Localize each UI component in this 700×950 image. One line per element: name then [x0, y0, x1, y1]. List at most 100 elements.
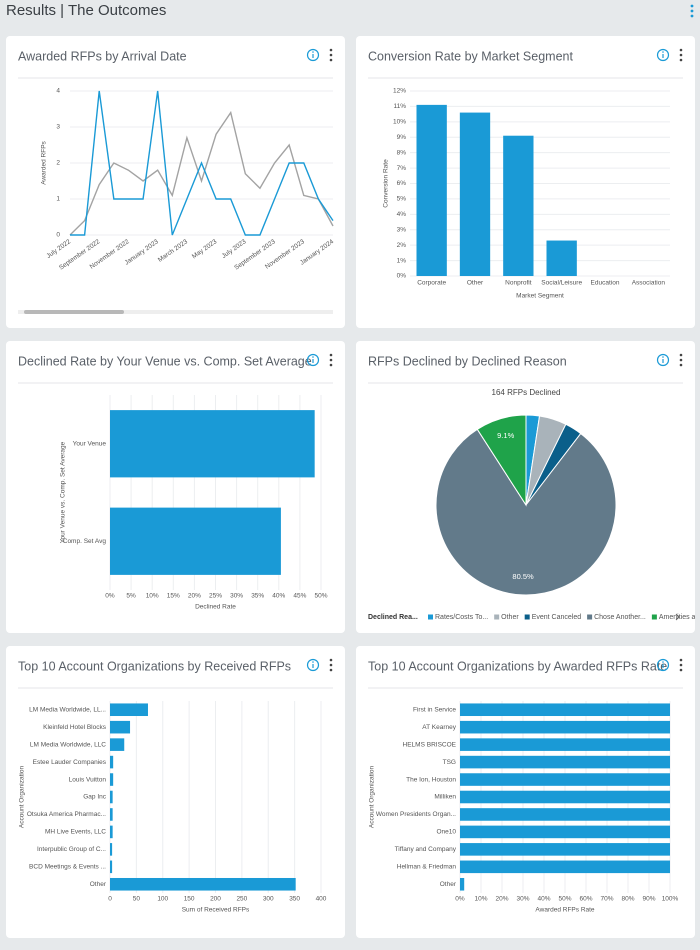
legend-label[interactable]: Chose Another... [594, 614, 646, 621]
info-icon[interactable] [656, 353, 670, 367]
bar [110, 410, 315, 478]
y-tick-label: First in Service [413, 706, 456, 713]
legend-label[interactable]: Amenities ar [659, 614, 695, 621]
legend-swatch[interactable] [587, 614, 593, 620]
info-icon[interactable] [656, 658, 670, 672]
y-tick-label: LM Media Worldwide, LLC [30, 741, 106, 748]
y-tick-label: 2 [56, 160, 60, 167]
x-tick-label: May 2023 [191, 238, 219, 260]
y-axis-label: Conversion Rate [383, 159, 390, 208]
bar [460, 755, 670, 769]
x-axis-label: Sum of Received RFPs [182, 907, 250, 914]
y-tick-label: 9% [397, 134, 407, 141]
y-tick-label: Otsuka America Pharmac... [27, 811, 106, 818]
bar [110, 825, 113, 839]
legend-swatch[interactable] [494, 614, 500, 620]
menu-icon[interactable] [679, 48, 683, 62]
y-tick-label: Kleinfeld Hotel Blocks [43, 724, 107, 731]
bar [416, 104, 447, 276]
bar [460, 825, 670, 839]
bar [110, 738, 125, 751]
menu-icon[interactable] [329, 353, 333, 367]
info-icon[interactable] [306, 48, 320, 62]
chart-title: Conversion Rate by Market Segment [368, 49, 573, 63]
y-tick-label: Interpublic Group of C... [37, 846, 106, 853]
menu-icon[interactable] [329, 658, 333, 672]
info-icon[interactable] [306, 658, 320, 672]
x-tick-label: 0% [105, 593, 115, 600]
x-tick-label: 70% [600, 896, 613, 903]
x-tick-label: Corporate [417, 280, 446, 287]
legend-label[interactable]: Rates/Costs To... [435, 614, 488, 621]
y-tick-label: Comp. Set Avg [63, 538, 107, 545]
y-tick-label: Louis Vuitton [69, 776, 107, 783]
x-tick-label: July 2023 [221, 238, 248, 260]
x-tick-label: 30% [230, 593, 243, 600]
legend-label[interactable]: Other [501, 614, 519, 621]
bar [460, 790, 670, 804]
bar [110, 773, 114, 786]
menu-icon[interactable] [329, 48, 333, 62]
x-tick-label: 40% [272, 593, 285, 600]
x-tick-label: 25% [209, 593, 222, 600]
y-tick-label: Estee Lauder Companies [33, 759, 107, 766]
y-tick-label: 3% [397, 226, 407, 233]
legend-swatch[interactable] [428, 614, 433, 620]
menu-icon[interactable] [679, 353, 683, 367]
legend-next[interactable] [675, 613, 680, 621]
x-tick-label: 10% [146, 593, 159, 600]
x-tick-label: March 2023 [157, 238, 189, 264]
scrollbar-track[interactable] [18, 310, 333, 314]
data-label: 80.5% [512, 572, 534, 581]
x-tick-label: 50% [558, 896, 571, 903]
y-tick-label: HELMS BRISCOE [403, 741, 457, 748]
bar [459, 112, 491, 276]
y-tick-label: Milliken [434, 794, 456, 801]
x-tick-label: 400 [316, 896, 327, 903]
x-tick-label: 100% [662, 896, 679, 903]
bar [110, 877, 296, 891]
x-tick-label: Other [467, 280, 484, 287]
x-tick-label: 300 [263, 896, 274, 903]
y-tick-label: Gap Inc [83, 794, 107, 801]
x-tick-label: Association [632, 280, 666, 287]
bar [110, 720, 131, 734]
info-icon[interactable] [656, 48, 670, 62]
y-tick-label: 5% [397, 196, 407, 203]
chart: Conversion Rate by Market Segment 0% 1% 2% 3… [368, 48, 683, 300]
bar [460, 843, 670, 856]
chart: Declined Rate by Your Venue vs. Comp. Se… [18, 353, 333, 611]
card: Conversion Rate by Market Segment 0% 1% 2% 3… [356, 36, 695, 328]
legend-swatch[interactable] [524, 614, 530, 620]
y-tick-label: Other [440, 881, 457, 888]
y-tick-label: TSG [443, 759, 456, 766]
x-tick-label: Social/Leisure [541, 280, 582, 287]
x-tick-label: 45% [293, 593, 306, 600]
x-tick-label: 10% [474, 896, 487, 903]
x-tick-label: 80% [621, 896, 634, 903]
x-tick-label: 15% [167, 593, 180, 600]
chart-title: Top 10 Account Organizations by Awarded … [368, 659, 667, 673]
y-tick-label: Women Presidents Organ... [376, 811, 456, 818]
x-tick-label: Education [591, 280, 620, 287]
y-tick-label: Tiffany and Company [395, 846, 457, 853]
legend-swatch[interactable] [651, 614, 657, 620]
bar [110, 843, 113, 856]
menu-icon[interactable] [679, 658, 683, 672]
legend-label[interactable]: Event Canceled [532, 614, 582, 621]
x-tick-label: 150 [184, 896, 195, 903]
pie-slice [476, 414, 527, 507]
chart: Awarded RFPs by Arrival Date 0 1 2 3 4 July 20… [18, 48, 335, 314]
bar [110, 703, 148, 717]
x-tick-label: 60% [579, 896, 592, 903]
bar [460, 720, 670, 734]
info-icon[interactable] [306, 353, 320, 367]
bar [460, 860, 670, 874]
y-tick-label: 1% [397, 257, 407, 264]
scrollbar-thumb[interactable] [24, 310, 124, 314]
y-axis-label: Account Organization [369, 766, 376, 829]
page-menu[interactable] [688, 2, 696, 20]
y-tick-label: MH Live Events, LLC [45, 829, 106, 836]
legend-title: Declined Rea... [368, 614, 418, 621]
bar [110, 790, 113, 804]
